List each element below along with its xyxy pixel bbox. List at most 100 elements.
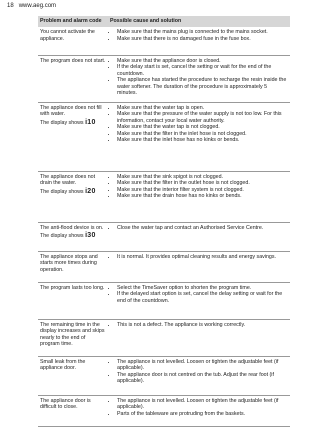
solution-item: The appliance door is not centred on the… — [117, 372, 288, 385]
solution-cell: Select the TimeSaver option to shorten t… — [108, 282, 290, 320]
solution-list: Make sure that the mains plug is connect… — [110, 29, 288, 42]
problem-cell: The appliance does not fill with water. T… — [38, 102, 108, 172]
solution-cell: Make sure that the appliance door is clo… — [108, 55, 290, 103]
table-row: The remaining time in the display increa… — [38, 319, 290, 357]
column-header: Problem and alarm code — [38, 16, 108, 27]
problem-text: The appliance stops and starts more time… — [40, 254, 106, 274]
solution-item: Make sure that there is no damaged fuse … — [117, 36, 288, 43]
table-row: The appliance does not fill with water. T… — [38, 102, 290, 172]
problem-text: The program does not start. — [40, 58, 106, 65]
problem-cell: The appliance stops and starts more time… — [38, 251, 108, 283]
problem-text: The display shows i30 — [40, 232, 106, 240]
problem-line: The appliance door is difficult to close… — [40, 397, 91, 411]
solution-item: Make sure that the interior filter syste… — [117, 187, 288, 194]
solution-item: Select the TimeSaver option to shorten t… — [117, 285, 288, 292]
alarm-code: i30 — [85, 232, 96, 240]
problem-text: The display shows i20 — [40, 187, 106, 196]
table-row: The appliance door is difficult to close… — [38, 395, 290, 427]
problem-cell: The appliance door is difficult to close… — [38, 395, 108, 427]
solution-cell: Make sure that the mains plug is connect… — [108, 27, 290, 56]
solution-cell: Close the water tap and contact an Autho… — [108, 222, 290, 252]
solution-item: Make sure that the water tap is open. — [117, 105, 288, 112]
column-header: Possible cause and solution — [108, 16, 290, 27]
solution-list: The appliance is not levelled. Loosen or… — [110, 359, 288, 385]
problem-line: Small leak from the appliance door. — [40, 358, 86, 372]
solution-list: Make sure that the water tap is open.Mak… — [110, 105, 288, 145]
problem-cell: The anti-flood device is on. The display … — [38, 222, 108, 252]
table-row: The program lasts too long. Select the Ti… — [38, 282, 290, 320]
solution-list: Close the water tap and contact an Autho… — [110, 225, 288, 232]
table-row: You cannot activate the appliance. Make s… — [38, 27, 290, 56]
problem-text: The appliance does not fill with water. — [40, 105, 106, 118]
problem-line: The display shows — [40, 188, 84, 195]
problem-line: The remaining time in the display increa… — [40, 321, 105, 348]
problem-line: You cannot activate the appliance. — [40, 29, 95, 42]
page: 18 www.aeg.com Problem and alarm code Poss… — [0, 0, 300, 426]
solution-item: If the delayed start option is set, canc… — [117, 291, 288, 304]
solution-list: It is normal. It provides optimal cleani… — [110, 254, 288, 261]
table-row: Small leak from the appliance door. The a… — [38, 356, 290, 396]
header-row: Problem and alarm code Possible cause and… — [38, 16, 290, 27]
solution-item: This is not a defect. The appliance is w… — [117, 322, 288, 329]
problem-text: The program lasts too long. — [40, 285, 106, 292]
problem-text: The appliance door is difficult to close… — [40, 398, 106, 411]
problem-text: The remaining time in the display increa… — [40, 322, 106, 348]
solution-item: Make sure that the sink spigot is not cl… — [117, 174, 288, 181]
solution-list: Select the TimeSaver option to shorten t… — [110, 285, 288, 305]
solution-list: This is not a defect. The appliance is w… — [110, 322, 288, 329]
problem-line: The program does not start. — [40, 57, 106, 64]
solution-item: Make sure that the filter in the inlet h… — [117, 131, 288, 138]
solution-item: Close the water tap and contact an Autho… — [117, 225, 288, 232]
alarm-code: i20 — [85, 187, 96, 195]
problem-text: The appliance does not drain the water. — [40, 174, 106, 187]
alarm-code: i10 — [85, 118, 96, 126]
solution-item: Make sure that the pressure of the water… — [117, 111, 288, 124]
solution-item: Parts of the tableware are protruding fr… — [117, 411, 288, 418]
page-header: 18 www.aeg.com — [7, 3, 61, 9]
solution-item: The appliance is not levelled. Loosen or… — [117, 359, 288, 372]
table-row: The appliance stops and starts more time… — [38, 251, 290, 283]
solution-cell: This is not a defect. The appliance is w… — [108, 319, 290, 357]
solution-list: Make sure that the sink spigot is not cl… — [110, 174, 288, 200]
problem-text: The anti-flood device is on. — [40, 225, 106, 232]
problem-line: The anti-flood device is on. — [40, 224, 104, 231]
solution-cell: It is normal. It provides optimal cleani… — [108, 251, 290, 283]
problem-line: The display shows — [40, 233, 84, 240]
page-number: 18 — [7, 3, 14, 9]
solution-item: It is normal. It provides optimal cleani… — [117, 254, 288, 261]
solution-item: Make sure that the water tap is not clog… — [117, 124, 288, 131]
solution-item: Make sure that the mains plug is connect… — [117, 29, 288, 36]
table-row: The program does not start. Make sure tha… — [38, 55, 290, 103]
problem-cell: The program does not start. — [38, 55, 108, 103]
solution-item: The appliance has started the procedure … — [117, 77, 288, 97]
problem-text: Small leak from the appliance door. — [40, 359, 106, 372]
solution-item: If the delay start is set, cancel the se… — [117, 64, 288, 77]
problem-text: The display shows i10 — [40, 118, 106, 127]
table-row: The anti-flood device is on. The display … — [38, 222, 290, 252]
problem-line: The display shows — [40, 119, 84, 126]
solution-list: Make sure that the appliance door is clo… — [110, 58, 288, 98]
solution-item: Make sure that the drain hose has no kin… — [117, 193, 288, 200]
solution-cell: The appliance is not levelled. Loosen or… — [108, 356, 290, 396]
site: www.aeg.com — [18, 3, 57, 9]
problem-cell: The program lasts too long. — [38, 282, 108, 320]
problem-line: The appliance does not fill with water. — [40, 104, 102, 118]
problem-cell: You cannot activate the appliance. — [38, 27, 108, 56]
solution-item: Make sure that the appliance door is clo… — [117, 58, 288, 65]
solution-item: The appliance is not levelled. Loosen or… — [117, 398, 288, 411]
problem-cell: The appliance does not drain the water. T… — [38, 171, 108, 223]
solution-item: Make sure that the filter in the outlet … — [117, 180, 288, 187]
solution-cell: Make sure that the water tap is open.Mak… — [108, 102, 290, 172]
problem-line: The program lasts too long. — [40, 284, 105, 291]
solution-item: Make sure that the inlet hose has no kin… — [117, 137, 288, 144]
table-row: The appliance does not drain the water. T… — [38, 171, 290, 223]
solution-cell: Make sure that the sink spigot is not cl… — [108, 171, 290, 223]
troubleshooting-table: Problem and alarm code Possible cause and… — [38, 16, 290, 427]
problem-cell: Small leak from the appliance door. — [38, 356, 108, 396]
problem-line: The appliance stops and starts more time… — [40, 253, 98, 273]
problem-text: You cannot activate the appliance. — [40, 29, 106, 42]
solution-cell: The appliance is not levelled. Loosen or… — [108, 395, 290, 427]
problem-cell: The remaining time in the display increa… — [38, 319, 108, 357]
problem-line: The appliance does not drain the water. — [40, 173, 96, 187]
solution-list: The appliance is not levelled. Loosen or… — [110, 398, 288, 418]
